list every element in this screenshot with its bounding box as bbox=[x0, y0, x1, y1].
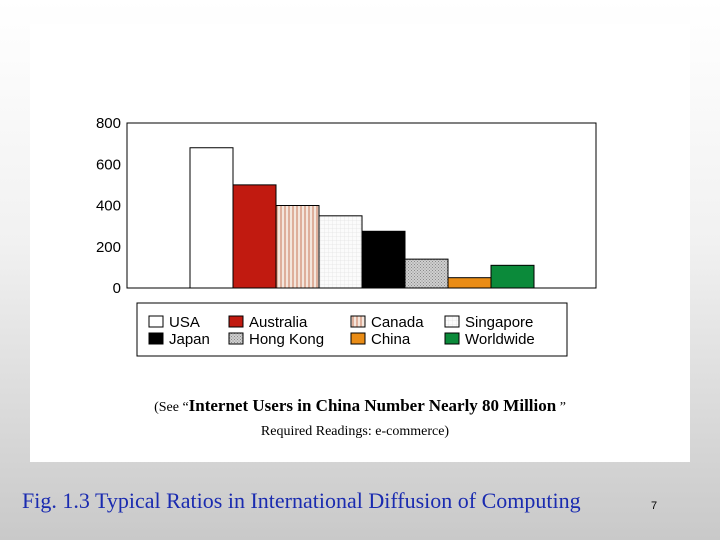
reading-suffix: ” bbox=[556, 400, 566, 415]
legend-label: Singapore bbox=[465, 314, 533, 331]
legend-swatch bbox=[444, 332, 460, 345]
reading-prefix: (See “ bbox=[154, 400, 189, 415]
y-tick-label: 400 bbox=[96, 198, 121, 215]
legend-label: Worldwide bbox=[465, 331, 535, 348]
legend-label: Hong Kong bbox=[249, 331, 324, 348]
y-tick-label: 0 bbox=[113, 280, 121, 297]
bar-hong-kong bbox=[404, 258, 449, 289]
legend-box bbox=[136, 302, 568, 357]
legend-label: Japan bbox=[169, 331, 210, 348]
reading-title: Internet Users in China Number Nearly 80… bbox=[188, 396, 557, 415]
bar-singapore bbox=[318, 215, 363, 289]
y-tick-label: 200 bbox=[96, 239, 121, 256]
bar-worldwide bbox=[490, 264, 535, 289]
bar-japan bbox=[361, 230, 406, 289]
figure-caption: Fig. 1.3 Typical Ratios in International… bbox=[22, 488, 581, 513]
reading-source: Required Readings: e-commerce) bbox=[260, 424, 450, 439]
reading-reference: (See “Internet Users in China Number Nea… bbox=[0, 396, 720, 416]
y-tick-label: 800 bbox=[96, 115, 121, 132]
legend-label: Canada bbox=[371, 314, 424, 331]
y-tick-label: 600 bbox=[96, 156, 121, 173]
legend-swatch bbox=[350, 332, 366, 345]
bar-usa bbox=[189, 147, 234, 289]
legend-label: USA bbox=[169, 314, 200, 331]
bar-china bbox=[447, 277, 492, 289]
legend: USA Australia Canada Singapore Japan Hong Kon… bbox=[136, 302, 568, 357]
legend-swatch bbox=[148, 332, 164, 345]
legend-swatch bbox=[350, 315, 366, 328]
bar-australia bbox=[232, 184, 277, 289]
legend-label: Australia bbox=[249, 314, 308, 331]
legend-swatch bbox=[444, 315, 460, 328]
bar-canada bbox=[275, 205, 320, 289]
legend-swatch bbox=[228, 332, 244, 345]
legend-swatch bbox=[148, 315, 164, 328]
bars bbox=[189, 147, 535, 289]
legend-label: China bbox=[371, 331, 411, 348]
legend-swatch bbox=[228, 315, 244, 328]
page-number: 7 bbox=[651, 500, 658, 512]
